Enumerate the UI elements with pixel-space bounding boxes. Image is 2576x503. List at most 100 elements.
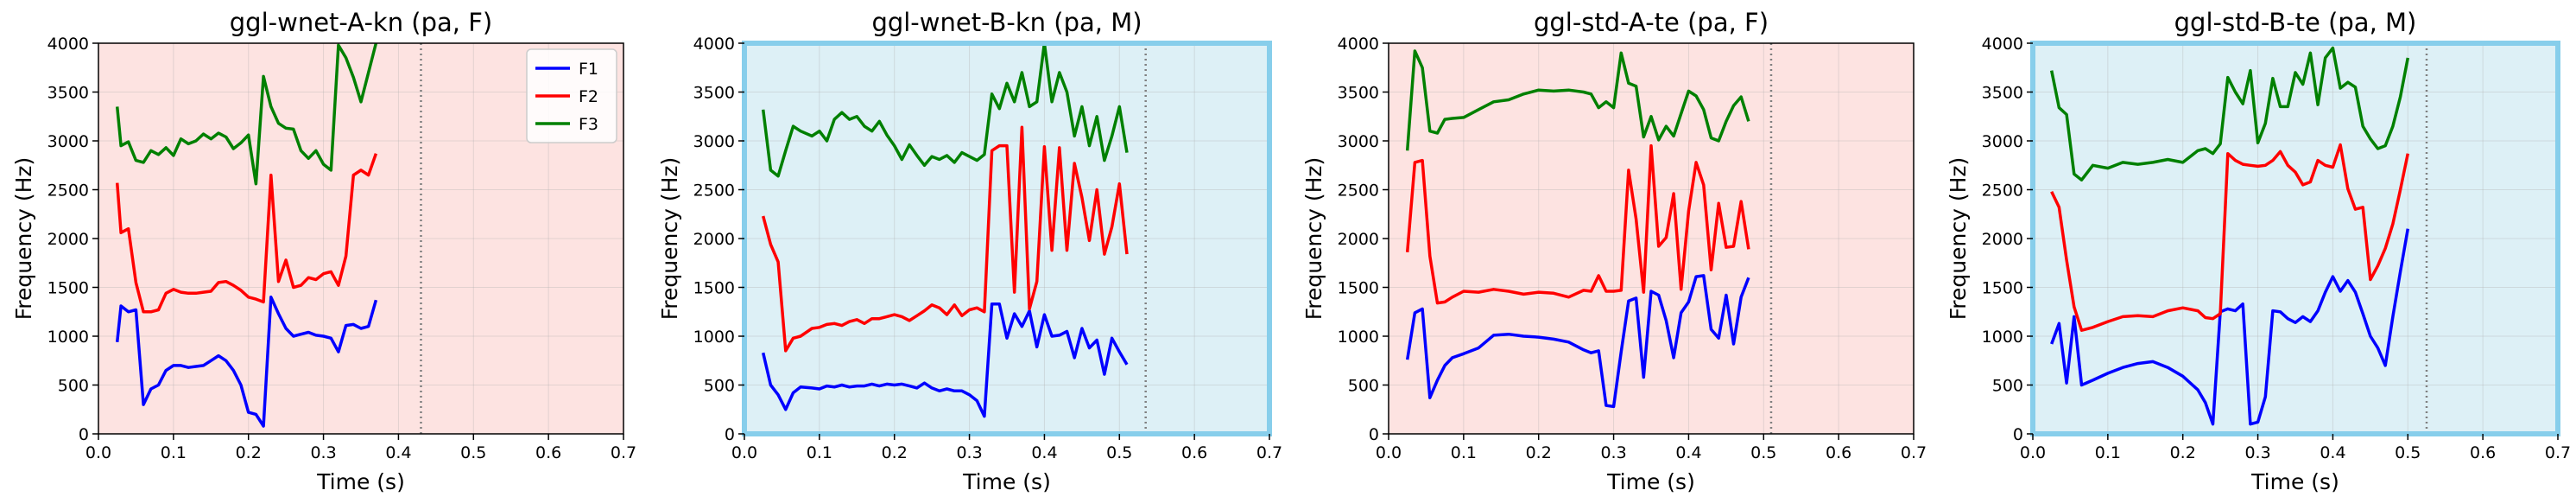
y-tick-label: 500 bbox=[704, 377, 735, 396]
chart-title: ggl-std-B-te (pa, M) bbox=[2174, 8, 2417, 37]
y-tick-label: 4000 bbox=[1982, 35, 2023, 54]
subplot-4: 0.0 0.1 0.2 0.3 0.4 0.5 0.6 0.7 0 500 1000 1500 2000… bbox=[1946, 8, 2571, 494]
y-tick-label: 0 bbox=[725, 425, 735, 444]
x-tick-label: 0.4 bbox=[385, 443, 411, 462]
legend: F1 F2 F3 bbox=[526, 48, 617, 143]
y-tick-label: 3000 bbox=[693, 132, 735, 151]
chart-title: ggl-std-A-te (pa, F) bbox=[1534, 8, 1769, 37]
y-tick-label: 3500 bbox=[47, 84, 89, 103]
x-tick-label: 0.1 bbox=[807, 443, 832, 462]
x-tick-label: 0.0 bbox=[2020, 443, 2046, 462]
y-tick-label: 500 bbox=[1348, 377, 1379, 396]
series-f2-line bbox=[2050, 143, 2410, 332]
chart-title: ggl-wnet-A-kn (pa, F) bbox=[230, 8, 492, 37]
y-tick-label: 3000 bbox=[1982, 132, 2023, 151]
x-tick-label: 0.6 bbox=[2470, 443, 2496, 462]
x-tick-label: 0.3 bbox=[1600, 443, 1626, 462]
x-tick-label: 0.6 bbox=[535, 443, 561, 462]
y-tick-label: 1000 bbox=[1338, 328, 1379, 347]
y-tick-label: 500 bbox=[1992, 377, 2023, 396]
series-f2-line bbox=[115, 153, 378, 314]
series-f3-line bbox=[761, 41, 1129, 178]
y-tick-label: 2500 bbox=[1982, 181, 2023, 201]
x-tick-label: 0.7 bbox=[611, 443, 636, 462]
subplot-1: 0.0 0.1 0.2 0.3 0.4 0.5 0.6 0.7 0 500 1000 1500 2000… bbox=[11, 8, 636, 494]
series-f3-line bbox=[1405, 49, 1750, 151]
x-tick-label: 0.4 bbox=[1675, 443, 1701, 462]
x-tick-label: 0.7 bbox=[2545, 443, 2571, 462]
x-tick-label: 0.4 bbox=[1031, 443, 1057, 462]
x-tick-label: 0.0 bbox=[1376, 443, 1402, 462]
x-tick-label: 0.1 bbox=[161, 443, 187, 462]
x-tick-label: 0.1 bbox=[1451, 443, 1477, 462]
y-tick-label: 4000 bbox=[1338, 35, 1379, 54]
y-tick-label: 2000 bbox=[1338, 230, 1379, 249]
x-tick-label: 0.7 bbox=[1901, 443, 1927, 462]
y-tick-label: 2000 bbox=[693, 230, 735, 249]
legend-box bbox=[526, 48, 617, 143]
y-tick-label: 4000 bbox=[693, 35, 735, 54]
x-tick-label: 0.5 bbox=[1750, 443, 1776, 462]
chart-title: ggl-wnet-B-kn (pa, M) bbox=[871, 8, 1142, 37]
y-tick-label: 1000 bbox=[693, 328, 735, 347]
legend-label-f2: F2 bbox=[579, 87, 598, 106]
y-tick-label: 1500 bbox=[1338, 279, 1379, 298]
x-axis-label: Time (s) bbox=[316, 469, 405, 494]
x-tick-label: 0.1 bbox=[2095, 443, 2121, 462]
x-tick-label: 0.4 bbox=[2320, 443, 2345, 462]
x-axis-label: Time (s) bbox=[1606, 469, 1695, 494]
subplot-3: 0.0 0.1 0.2 0.3 0.4 0.5 0.6 0.7 0 500 1000 1500 2000… bbox=[1301, 8, 1927, 494]
y-tick-label: 0 bbox=[2013, 425, 2023, 444]
y-tick-label: 500 bbox=[58, 377, 89, 396]
y-axis-label: Frequency (Hz) bbox=[11, 157, 36, 321]
series-f1-line bbox=[2050, 228, 2410, 426]
y-tick-label: 2000 bbox=[47, 230, 89, 249]
y-tick-label: 2500 bbox=[47, 181, 89, 201]
y-tick-label: 0 bbox=[1369, 425, 1379, 444]
y-axis-label: Frequency (Hz) bbox=[1301, 157, 1326, 321]
series-f2-line bbox=[1405, 143, 1750, 305]
x-tick-label: 0.6 bbox=[1826, 443, 1851, 462]
y-tick-label: 3500 bbox=[693, 84, 735, 103]
y-tick-label: 3000 bbox=[1338, 132, 1379, 151]
x-tick-label: 0.2 bbox=[1526, 443, 1552, 462]
x-tick-label: 0.2 bbox=[2170, 443, 2196, 462]
series-f2-line bbox=[762, 125, 1129, 353]
y-axis-label: Frequency (Hz) bbox=[657, 157, 682, 321]
x-tick-label: 0.5 bbox=[2395, 443, 2421, 462]
y-tick-label: 3500 bbox=[1982, 84, 2023, 103]
y-tick-label: 1500 bbox=[693, 279, 735, 298]
y-tick-label: 2500 bbox=[693, 181, 735, 201]
y-tick-label: 2000 bbox=[1982, 230, 2023, 249]
y-tick-label: 3000 bbox=[47, 132, 89, 151]
x-tick-label: 0.3 bbox=[310, 443, 336, 462]
series-f3-line bbox=[115, 42, 378, 186]
y-tick-label: 1000 bbox=[1982, 328, 2023, 347]
subplot-2: 0.0 0.1 0.2 0.3 0.4 0.5 0.6 0.7 0 500 1000 1500 2000… bbox=[657, 8, 1282, 494]
x-tick-label: 0.5 bbox=[1106, 443, 1132, 462]
legend-label-f1: F1 bbox=[579, 60, 598, 79]
y-tick-label: 1000 bbox=[47, 328, 89, 347]
series-f1-line bbox=[115, 296, 378, 428]
series-f1-line bbox=[1405, 274, 1750, 409]
plot-background bbox=[744, 43, 1269, 434]
y-axis-label: Frequency (Hz) bbox=[1946, 157, 1971, 321]
x-tick-label: 0.6 bbox=[1181, 443, 1207, 462]
x-tick-label: 0.2 bbox=[236, 443, 262, 462]
series-f3-line bbox=[2049, 46, 2410, 181]
legend-label-f3: F3 bbox=[579, 115, 598, 134]
x-axis-label: Time (s) bbox=[2250, 469, 2339, 494]
y-tick-label: 4000 bbox=[47, 35, 89, 54]
x-tick-label: 0.0 bbox=[85, 443, 111, 462]
y-tick-label: 3500 bbox=[1338, 84, 1379, 103]
y-tick-label: 1500 bbox=[47, 279, 89, 298]
x-tick-label: 0.3 bbox=[2244, 443, 2270, 462]
x-tick-label: 0.2 bbox=[882, 443, 908, 462]
x-tick-label: 0.3 bbox=[956, 443, 982, 462]
series-f1-line bbox=[761, 302, 1129, 418]
plot-background bbox=[1389, 43, 1914, 434]
x-tick-label: 0.5 bbox=[460, 443, 486, 462]
y-tick-label: 2500 bbox=[1338, 181, 1379, 201]
y-tick-label: 0 bbox=[79, 425, 89, 444]
